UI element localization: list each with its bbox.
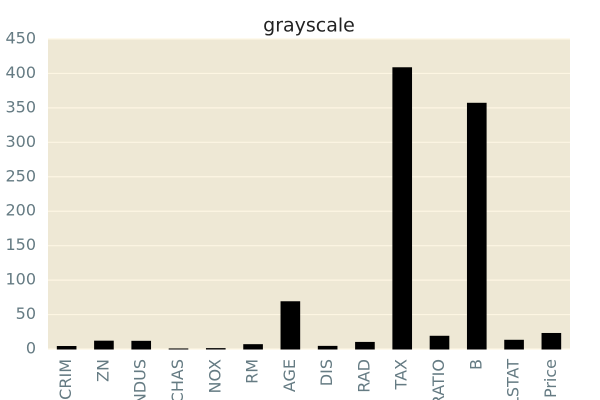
bar	[131, 340, 152, 350]
bar	[317, 345, 338, 350]
bar	[504, 339, 524, 350]
y-tick-label: 100	[5, 270, 36, 289]
x-tick-label: NOX	[205, 359, 224, 394]
bar	[392, 67, 413, 350]
y-tick-label: 50	[16, 304, 36, 323]
x-tick-label: CRIM	[56, 359, 75, 400]
x-tick-label: AGE	[280, 359, 299, 392]
y-tick-label: 150	[5, 235, 36, 254]
x-tick-label: LSTAT	[504, 359, 523, 400]
x-tick-label: INDUS	[131, 359, 150, 400]
y-tick-label: 350	[5, 97, 36, 116]
bar	[94, 340, 114, 350]
y-tick-label: 450	[5, 29, 36, 48]
bar	[466, 102, 487, 350]
bar	[541, 332, 562, 350]
chart-title: grayscale	[263, 15, 355, 37]
y-tick-label: 0	[26, 339, 36, 358]
y-tick-label: 300	[5, 132, 36, 151]
bar	[243, 344, 263, 350]
x-tick-label: RAD	[354, 359, 373, 393]
y-tick-label: 250	[5, 166, 36, 185]
x-tick-label: RM	[243, 359, 262, 384]
bar	[56, 346, 77, 350]
x-tick-label: TAX	[392, 359, 411, 390]
y-tick-label: 400	[5, 63, 36, 82]
x-tick-label: Price	[541, 359, 560, 398]
bar	[355, 341, 375, 350]
x-tick-label: CHAS	[168, 359, 187, 400]
y-tick-label: 200	[5, 201, 36, 220]
x-tick-label: DIS	[317, 359, 336, 386]
x-tick-label: PTRATIO	[429, 359, 448, 400]
bar	[280, 301, 301, 350]
x-tick-label: ZN	[93, 359, 112, 382]
plot-area	[48, 39, 570, 349]
x-tick-label: B	[466, 359, 485, 370]
bar	[429, 335, 450, 350]
